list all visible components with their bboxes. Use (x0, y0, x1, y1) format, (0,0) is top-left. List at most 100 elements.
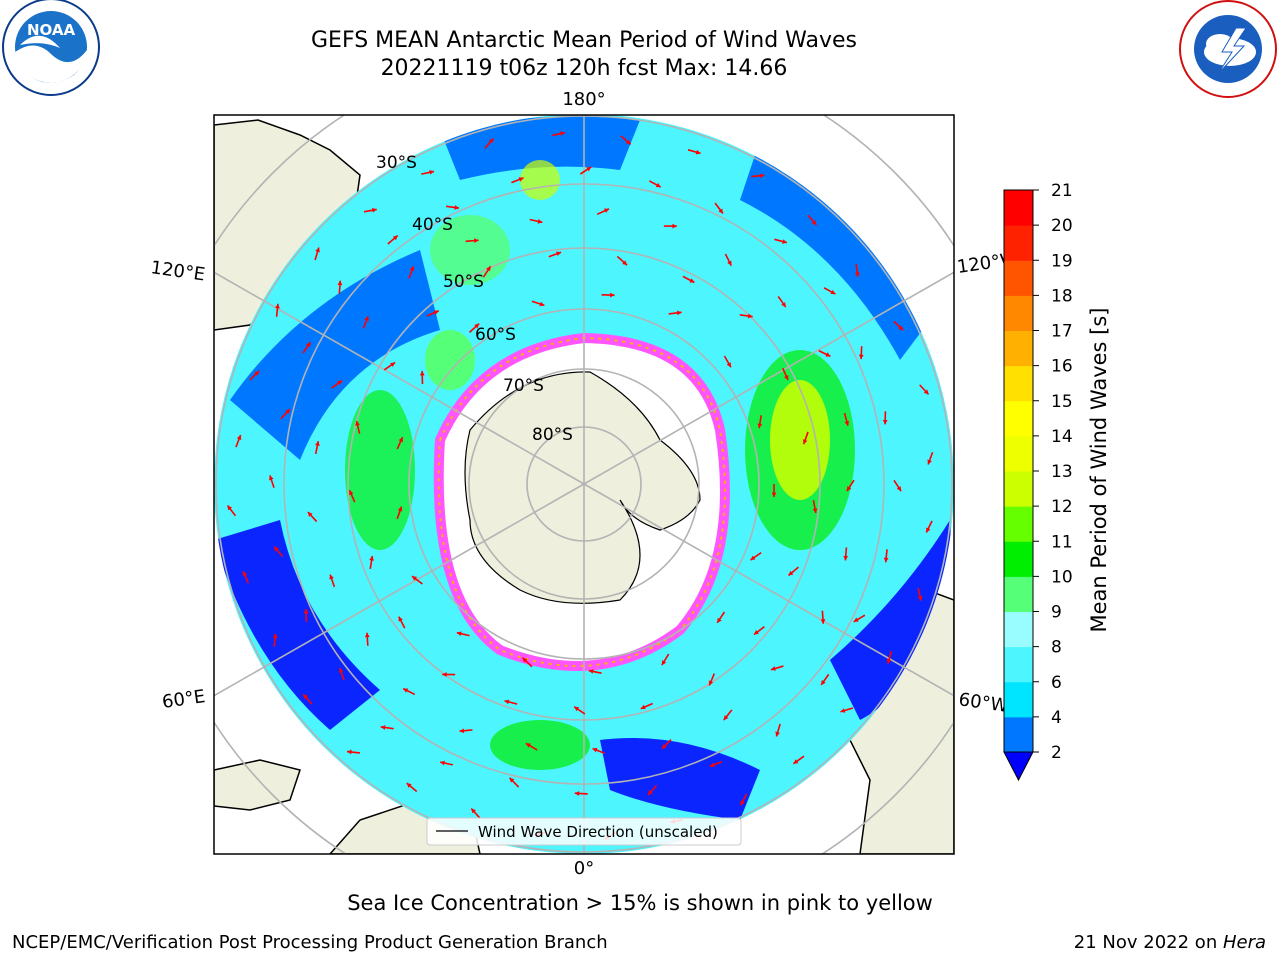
colorbar-tick-label: 19 (1051, 251, 1073, 271)
wave-arrow-head (504, 699, 510, 705)
wave-arrow-head (883, 557, 889, 563)
wave-arrow-head (429, 169, 435, 175)
wave-arrow-head (625, 139, 631, 145)
wave-arrow-head (403, 688, 409, 693)
footer-host: Hera (1222, 932, 1266, 953)
footer-credit: NCEP/EMC/Verification Post Processing Pr… (12, 932, 608, 953)
wave-arrow-head (522, 657, 528, 663)
colorbar-segment (1004, 646, 1033, 683)
wave-arrow-head (369, 556, 374, 561)
wave-arrow-head (647, 790, 653, 796)
wave-arrow-head (355, 421, 360, 426)
wave-arrow-head (898, 325, 904, 331)
colorbar-segment (1004, 295, 1033, 331)
lon-label-0: 0° (574, 858, 594, 879)
wave-arrow-head (771, 492, 777, 497)
wave-arrow-head (254, 370, 260, 376)
chart-title: GEFS MEAN Antarctic Mean Period of Wind … (311, 28, 857, 53)
wave-arrow-head (622, 260, 628, 266)
wave-arrow-head (364, 632, 370, 638)
wave-arrow-head (285, 409, 290, 415)
wave-arrow-head (759, 173, 765, 179)
wave-arrow-head (390, 362, 396, 367)
wave-arrow-head (661, 660, 667, 666)
wave-arrow-head (539, 301, 545, 307)
colorbar-segment (1004, 611, 1033, 648)
lon-label-60e: 60°E (161, 686, 207, 713)
map-frame (213, 114, 955, 855)
wave-arrow-head (486, 266, 491, 272)
wave-arrow-head (236, 434, 242, 440)
wave-arrow-head (525, 743, 531, 748)
wave-arrow-head (689, 278, 695, 283)
wave-arrow-head (337, 380, 343, 385)
wave-arrow-head (406, 783, 412, 788)
wave-arrow-head (442, 672, 447, 677)
colorbar-tick-label: 20 (1051, 216, 1073, 236)
wave-arrow-head (858, 354, 864, 360)
colorbar: 2 4 6 8 9 10 11 12 13 14 15 16 17 18 19 20 21 (1003, 181, 1073, 782)
wave-arrow-head (811, 220, 817, 226)
wave-arrow-head (303, 694, 308, 700)
wave-arrow-head (303, 608, 309, 614)
wave-arrow-head (537, 219, 543, 224)
wave-arrow-head (397, 506, 403, 512)
wave-arrow-head (440, 760, 445, 766)
wave-arrow-head (886, 658, 892, 664)
wave-arrow-head (364, 316, 369, 322)
colorbar-segment (1004, 400, 1033, 437)
colorbar-segment (1004, 471, 1033, 507)
wave-arrow-head (830, 289, 836, 295)
wave-arrow-head (268, 475, 274, 481)
wave-arrow-head (433, 310, 439, 315)
wave-arrow-head (781, 302, 786, 308)
sea-ice-note: Sea Ice Concentration > 15% is shown in … (347, 891, 933, 915)
wave-arrow-head (306, 342, 311, 348)
colorbar-segment (1004, 681, 1033, 718)
wave-arrow-head (820, 619, 826, 624)
wave-arrow-head (740, 800, 745, 806)
wave-arrow-head (380, 725, 386, 730)
wave-arrow-head (640, 704, 646, 710)
wave-arrow-head (604, 208, 609, 213)
noaa-logo-text: NOAA (27, 21, 76, 39)
wave-arrow-head (347, 749, 352, 755)
wave-arrow-head (793, 759, 799, 764)
wave-arrow-head (454, 205, 460, 210)
wave-arrow-head (854, 272, 860, 277)
wave-arrow-head (456, 631, 462, 637)
wave-arrow-head (747, 313, 753, 319)
wave-arrow-head (926, 527, 931, 533)
wave-arrow-head (821, 680, 826, 685)
wave-arrow-head (788, 570, 794, 576)
wave-arrow-head (708, 680, 714, 686)
wave-arrow-head (927, 459, 932, 465)
wave-arrow-head (717, 617, 722, 623)
wave-arrow-head (661, 744, 667, 749)
wave-arrow-head (227, 505, 233, 511)
wave-arrow-head (274, 546, 279, 552)
wave-arrow-head (923, 389, 929, 395)
colorbar-tick-label: 21 (1051, 181, 1073, 201)
wave-arrow-head (337, 280, 343, 286)
wave-arrow-head (398, 437, 403, 443)
wave-arrow-head (556, 251, 562, 257)
colorbar-tick-label: 18 (1051, 286, 1073, 306)
wave-arrow-head (812, 508, 818, 514)
colorbar-segment (1004, 225, 1033, 261)
wave-arrow-head (610, 292, 615, 298)
wave-arrow-head (727, 260, 732, 266)
wave-arrow-head (409, 266, 415, 272)
lat-label-80s: 80°S (532, 425, 573, 445)
wave-arrow-head (315, 247, 320, 253)
colorbar-tick-label: 8 (1051, 638, 1062, 658)
lat-label-40s: 40°S (412, 215, 453, 235)
wave-arrow-head (750, 555, 756, 561)
lon-label-60w: 60°W (957, 689, 1009, 717)
wave-arrow-head (846, 486, 852, 492)
lon-label-120e: 120°E (149, 257, 206, 285)
wave-arrow-head (392, 235, 398, 241)
wave-arrow-head (509, 777, 515, 783)
wave-arrow-head (272, 633, 278, 639)
